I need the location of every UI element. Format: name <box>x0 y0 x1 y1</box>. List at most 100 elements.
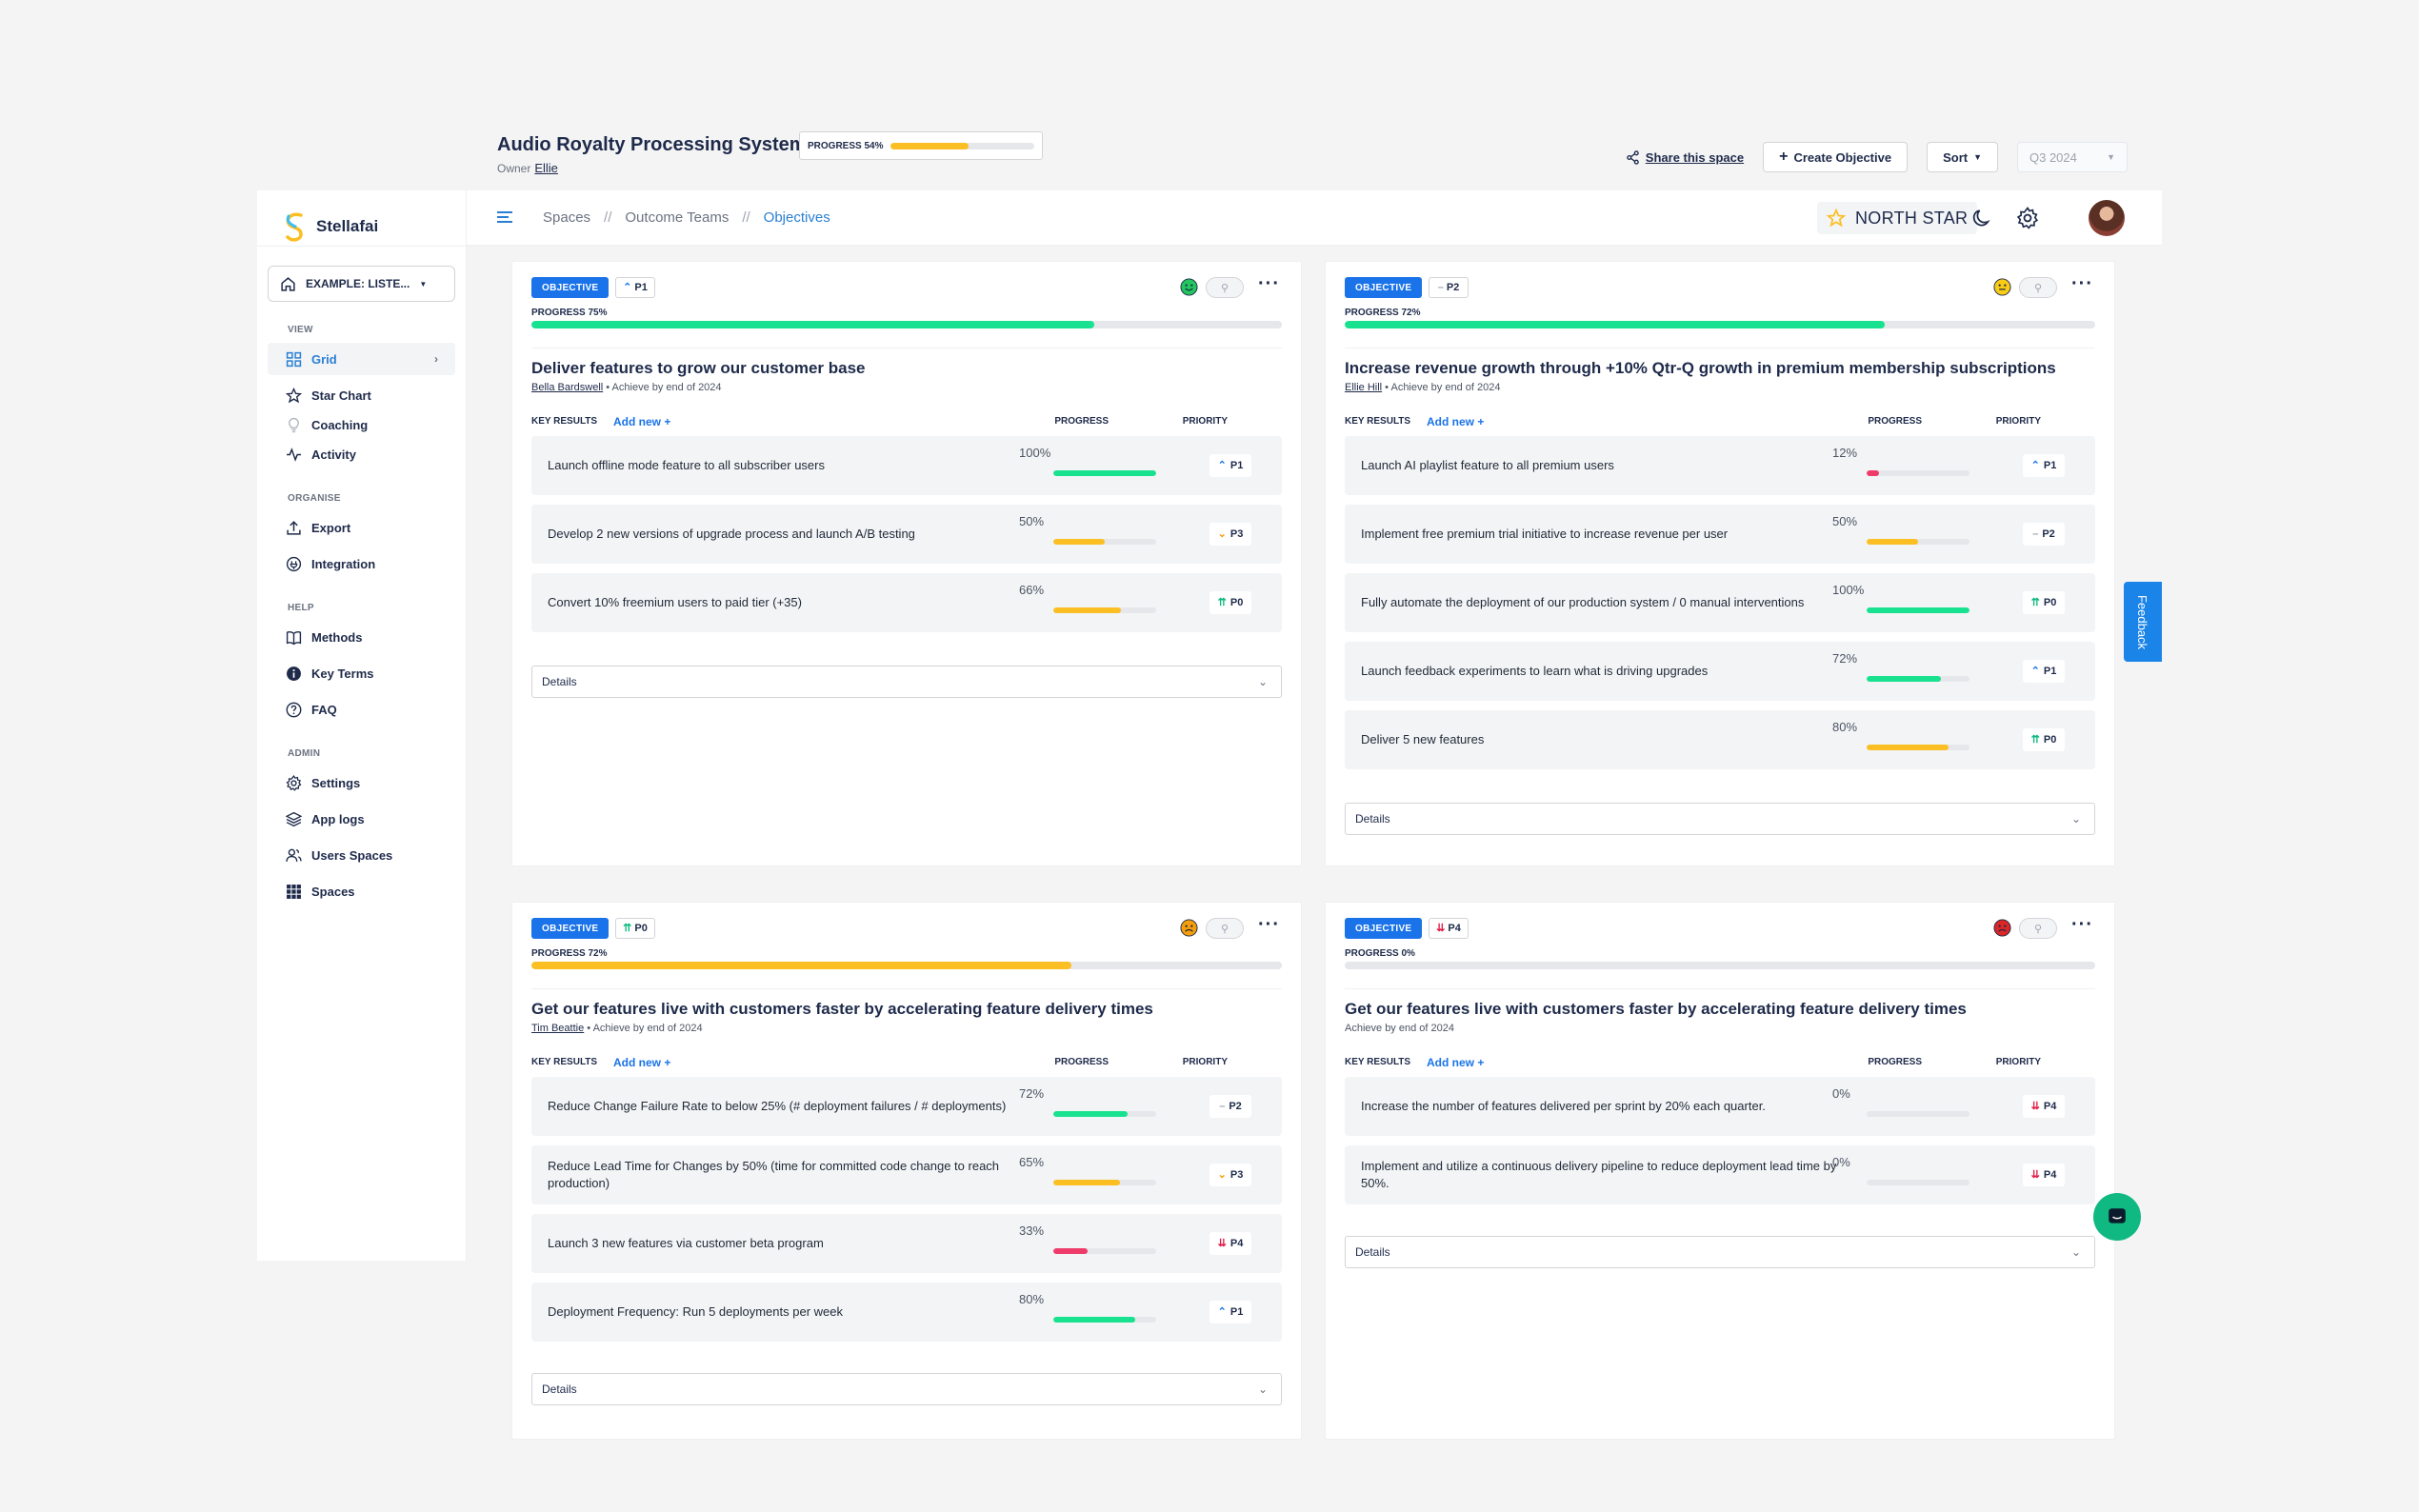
neutral-face-icon[interactable] <box>1993 278 2011 296</box>
objective-priority-chip[interactable]: ⌃ P1 <box>615 277 655 298</box>
quarter-select[interactable]: Q3 2024 ▼ <box>2017 142 2128 172</box>
more-options-icon[interactable]: ··· <box>1258 914 1280 935</box>
sidebar-item-key-terms[interactable]: Key Terms <box>268 657 455 689</box>
north-star-button[interactable]: NORTH STAR <box>1817 202 1978 234</box>
objective-owner[interactable]: Tim Beattie <box>531 1023 585 1034</box>
key-result-priority[interactable]: ⌄ P3 <box>1210 1164 1251 1186</box>
feedback-tab[interactable]: Feedback <box>2124 582 2162 662</box>
objective-priority-chip[interactable]: ⇊ P4 <box>1429 918 1469 939</box>
objective-title[interactable]: Deliver features to grow our customer ba… <box>531 359 866 377</box>
key-result-row[interactable]: Implement and utilize a continuous deliv… <box>1345 1145 2095 1204</box>
key-result-priority[interactable]: ⇊ P4 <box>1210 1232 1251 1255</box>
add-key-result-button[interactable]: Add new + <box>1427 1056 1485 1069</box>
add-key-result-button[interactable]: Add new + <box>1427 415 1485 428</box>
happy-face-icon[interactable] <box>1180 278 1198 296</box>
sidebar-item-coaching[interactable]: Coaching <box>268 411 455 438</box>
key-result-percent: 66% <box>1019 583 1045 597</box>
sidebar-item-app-logs[interactable]: App logs <box>268 803 455 835</box>
key-result-priority[interactable]: ⌃ P1 <box>2023 454 2065 477</box>
add-key-result-button[interactable]: Add new + <box>613 415 671 428</box>
objective-priority-chip[interactable]: ⇈ P0 <box>615 918 655 939</box>
key-result-priority[interactable]: ⇊ P4 <box>2023 1095 2065 1118</box>
sidebar-item-export[interactable]: Export <box>268 511 455 544</box>
key-result-priority[interactable]: ⌃ P1 <box>1210 454 1251 477</box>
key-result-row[interactable]: Launch 3 new features via customer beta … <box>531 1214 1282 1273</box>
details-label: Details <box>1355 1245 1390 1259</box>
objective-owner[interactable]: Ellie Hill <box>1345 382 1383 393</box>
breadcrumb-spaces[interactable]: Spaces <box>543 209 591 226</box>
objective-title[interactable]: Increase revenue growth through +10% Qtr… <box>1345 359 2056 377</box>
details-dropdown[interactable]: Details ⌄ <box>1345 1236 2095 1268</box>
caret-down-icon: ▼ <box>419 279 428 288</box>
objective-title[interactable]: Get our features live with customers fas… <box>1345 1000 1967 1018</box>
more-options-icon[interactable]: ··· <box>2071 273 2093 294</box>
breadcrumb-outcome-teams[interactable]: Outcome Teams <box>625 209 730 226</box>
key-result-priority[interactable]: – P2 <box>2023 523 2065 546</box>
user-avatar[interactable] <box>2089 200 2125 236</box>
key-result-row[interactable]: Develop 2 new versions of upgrade proces… <box>531 505 1282 564</box>
objective-owner[interactable]: Bella Bardswell <box>531 382 604 393</box>
sidebar-item-integration[interactable]: Integration <box>268 547 455 580</box>
sidebar-item-spaces[interactable]: Spaces <box>268 875 455 907</box>
sidebar-item-faq[interactable]: FAQ <box>268 693 455 726</box>
key-result-priority[interactable]: ⌃ P1 <box>2023 660 2065 683</box>
key-result-priority[interactable]: ⇈ P0 <box>1210 591 1251 614</box>
key-result-row[interactable]: Fully automate the deployment of our pro… <box>1345 573 2095 632</box>
priority-label: P4 <box>2043 1101 2057 1112</box>
key-result-row[interactable]: Deployment Frequency: Run 5 deployments … <box>531 1283 1282 1342</box>
settings-gear-icon[interactable] <box>2016 207 2039 229</box>
stellafai-logo-icon <box>286 212 303 242</box>
details-dropdown[interactable]: Details ⌄ <box>1345 803 2095 835</box>
sort-button[interactable]: Sort ▼ <box>1927 142 1998 172</box>
lock-toggle[interactable]: ⚲ <box>1206 918 1244 939</box>
key-result-row[interactable]: Reduce Change Failure Rate to below 25% … <box>531 1077 1282 1136</box>
more-options-icon[interactable]: ··· <box>1258 273 1280 294</box>
lock-toggle[interactable]: ⚲ <box>2019 918 2057 939</box>
create-objective-button[interactable]: + Create Objective <box>1763 142 1909 172</box>
owner-link[interactable]: Ellie <box>534 161 558 175</box>
details-dropdown[interactable]: Details ⌄ <box>531 666 1282 698</box>
sidebar-item-label: Key Terms <box>311 666 374 681</box>
sidebar-item-settings[interactable]: Settings <box>268 766 455 799</box>
key-result-priority[interactable]: ⇊ P4 <box>2023 1164 2065 1186</box>
share-space-link[interactable]: Share this space <box>1626 150 1744 165</box>
objective-priority-chip[interactable]: – P2 <box>1429 277 1469 298</box>
lock-toggle[interactable]: ⚲ <box>2019 277 2057 298</box>
chat-launcher[interactable] <box>2093 1193 2141 1241</box>
moon-icon[interactable] <box>1971 208 1992 229</box>
menu-icon[interactable] <box>495 208 514 227</box>
key-result-priority[interactable]: ⌃ P1 <box>1210 1301 1251 1323</box>
sidebar-item-grid[interactable]: Grid › <box>268 343 455 375</box>
lock-icon: ⚲ <box>2033 282 2043 294</box>
key-result-row[interactable]: Reduce Lead Time for Changes by 50% (tim… <box>531 1145 1282 1204</box>
key-result-row[interactable]: Launch feedback experiments to learn wha… <box>1345 642 2095 701</box>
key-result-priority[interactable]: ⌄ P3 <box>1210 523 1251 546</box>
more-options-icon[interactable]: ··· <box>2071 914 2093 935</box>
key-result-row[interactable]: Launch AI playlist feature to all premiu… <box>1345 436 2095 495</box>
lightbulb-icon <box>289 417 299 432</box>
objective-title[interactable]: Get our features live with customers fas… <box>531 1000 1153 1018</box>
chat-icon <box>2109 1208 2126 1224</box>
key-result-row[interactable]: Implement free premium trial initiative … <box>1345 505 2095 564</box>
key-result-priority[interactable]: ⇈ P0 <box>2023 728 2065 751</box>
key-result-row[interactable]: Convert 10% freemium users to paid tier … <box>531 573 1282 632</box>
key-result-priority[interactable]: – P2 <box>1210 1095 1251 1118</box>
key-result-row[interactable]: Launch offline mode feature to all subsc… <box>531 436 1282 495</box>
app-logo[interactable]: Stellafai <box>257 190 466 246</box>
lock-toggle[interactable]: ⚲ <box>1206 277 1244 298</box>
sad-face-icon[interactable] <box>1180 919 1198 937</box>
space-progress-fill <box>890 142 969 149</box>
sidebar-item-label: Star Chart <box>311 388 371 403</box>
sidebar-item-activity[interactable]: Activity <box>268 438 455 470</box>
space-selector[interactable]: EXAMPLE: LISTE... ▼ <box>268 266 455 302</box>
key-result-priority[interactable]: ⇈ P0 <box>2023 591 2065 614</box>
sidebar-item-methods[interactable]: Methods <box>268 621 455 653</box>
key-result-row[interactable]: Deliver 5 new features 80% ⇈ P0 <box>1345 710 2095 769</box>
angry-face-icon[interactable] <box>1993 919 2011 937</box>
breadcrumb-objectives[interactable]: Objectives <box>763 209 830 226</box>
details-dropdown[interactable]: Details ⌄ <box>531 1373 1282 1405</box>
sidebar-item-users-spaces[interactable]: Users Spaces <box>268 839 455 871</box>
key-result-row[interactable]: Increase the number of features delivere… <box>1345 1077 2095 1136</box>
add-key-result-button[interactable]: Add new + <box>613 1056 671 1069</box>
sidebar-item-star-chart[interactable]: Star Chart <box>268 379 455 411</box>
